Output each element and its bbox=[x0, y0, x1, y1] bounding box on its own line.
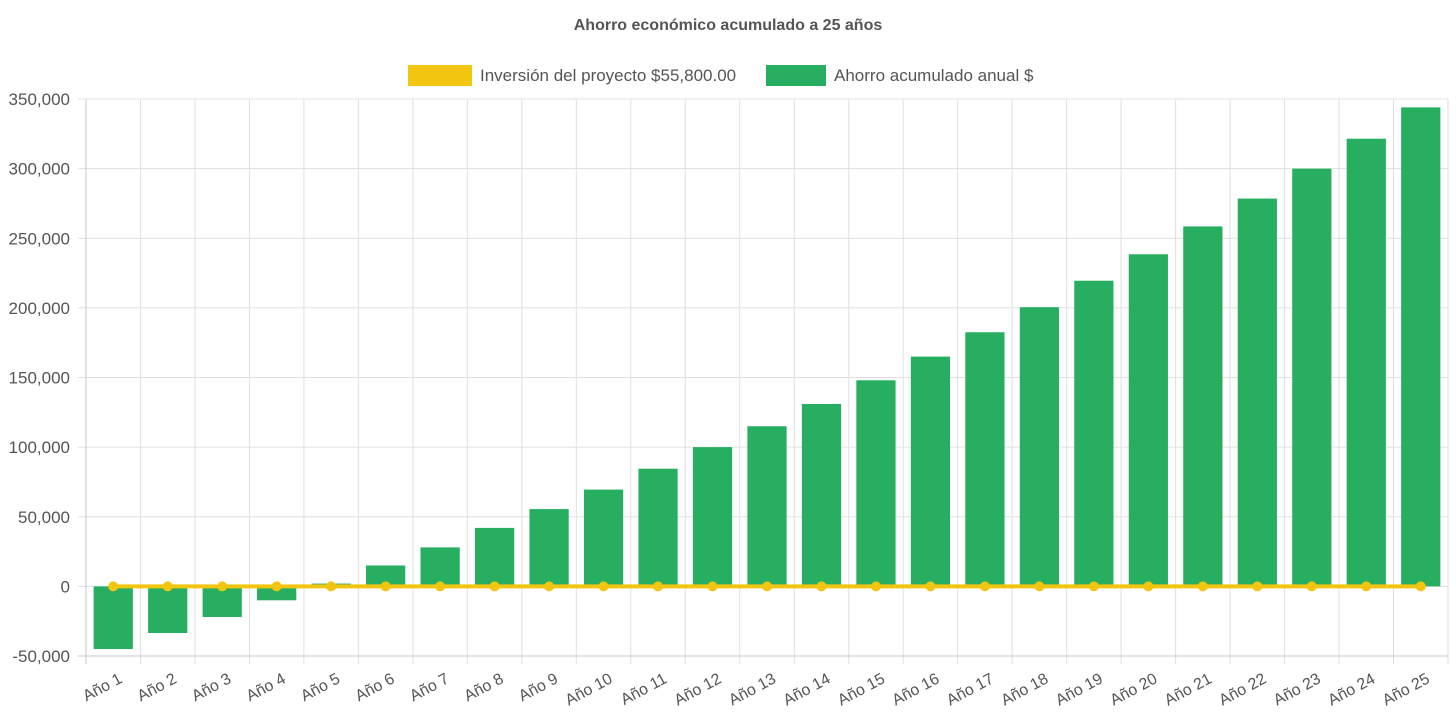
bar-año-20[interactable] bbox=[1128, 254, 1168, 587]
x-tick-label: Año 15 bbox=[835, 670, 888, 709]
bar-año-19[interactable] bbox=[1074, 280, 1114, 587]
legend: Inversión del proyecto $55,800.00 Ahorro… bbox=[408, 65, 1034, 86]
investment-point[interactable] bbox=[489, 581, 500, 592]
bar-año-14[interactable] bbox=[801, 403, 842, 587]
x-tick-label: Año 8 bbox=[462, 670, 507, 705]
investment-point[interactable] bbox=[326, 581, 337, 592]
x-tick-label: Año 6 bbox=[353, 670, 398, 705]
legend-swatch-investment[interactable] bbox=[408, 65, 472, 86]
bar-año-15[interactable] bbox=[856, 380, 896, 587]
y-tick-label: 200,000 bbox=[9, 299, 70, 318]
bar-año-25[interactable] bbox=[1401, 107, 1441, 587]
y-tick-label: 0 bbox=[61, 577, 70, 596]
investment-point[interactable] bbox=[762, 581, 772, 592]
x-tick-label: Año 9 bbox=[516, 670, 561, 705]
bar-año-3[interactable] bbox=[202, 586, 242, 618]
y-tick-label: 300,000 bbox=[9, 160, 70, 179]
x-tick-label: Año 22 bbox=[1216, 670, 1269, 709]
legend-label-savings[interactable]: Ahorro acumulado anual $ bbox=[834, 66, 1034, 85]
investment-point[interactable] bbox=[1361, 581, 1372, 592]
investment-point[interactable] bbox=[1306, 581, 1317, 592]
bar-año-12[interactable] bbox=[692, 447, 733, 587]
x-tick-label: Año 13 bbox=[726, 670, 779, 709]
x-tick-label: Año 21 bbox=[1162, 670, 1215, 709]
bar-año-11[interactable] bbox=[638, 468, 678, 587]
bar-año-18[interactable] bbox=[1019, 307, 1060, 587]
bar-año-9[interactable] bbox=[529, 509, 569, 587]
investment-point[interactable] bbox=[925, 581, 936, 592]
investment-point[interactable] bbox=[707, 581, 718, 592]
chart-title: Ahorro económico acumulado a 25 años bbox=[574, 17, 883, 34]
investment-point[interactable] bbox=[816, 581, 827, 592]
investment-point[interactable] bbox=[544, 581, 555, 592]
bar-año-6[interactable] bbox=[366, 565, 406, 587]
legend-swatch-savings[interactable] bbox=[766, 65, 826, 86]
investment-line bbox=[108, 581, 1426, 592]
investment-point[interactable] bbox=[217, 581, 228, 592]
investment-point[interactable] bbox=[979, 581, 990, 592]
bar-año-21[interactable] bbox=[1183, 226, 1223, 587]
bar-año-24[interactable] bbox=[1346, 138, 1386, 587]
x-tick-label: Año 23 bbox=[1271, 670, 1324, 709]
bar-año-7[interactable] bbox=[420, 547, 460, 587]
bar-año-4[interactable] bbox=[257, 586, 297, 601]
x-tick-label: Año 14 bbox=[781, 670, 834, 709]
investment-point[interactable] bbox=[653, 581, 664, 592]
x-tick-label: Año 7 bbox=[407, 670, 452, 705]
grid bbox=[78, 98, 1449, 664]
y-tick-label: 100,000 bbox=[9, 438, 70, 457]
bar-año-10[interactable] bbox=[583, 489, 624, 587]
y-tick-label: 250,000 bbox=[9, 229, 70, 248]
investment-point[interactable] bbox=[1252, 581, 1263, 592]
x-tick-label: Año 5 bbox=[298, 670, 343, 705]
investment-point[interactable] bbox=[435, 581, 446, 592]
bar-año-13[interactable] bbox=[747, 426, 787, 587]
bar-año-16[interactable] bbox=[910, 356, 951, 587]
x-tick-label: Año 16 bbox=[890, 670, 943, 709]
x-tick-label: Año 18 bbox=[999, 670, 1052, 709]
investment-point[interactable] bbox=[870, 581, 881, 592]
bar-año-2[interactable] bbox=[148, 586, 188, 634]
x-tick-label: Año 20 bbox=[1107, 670, 1160, 709]
x-tick-label: Año 11 bbox=[618, 670, 670, 708]
bar-año-22[interactable] bbox=[1237, 198, 1277, 587]
x-axis-ticks: Año 1 Año 2 Año 3 Año 4 Año 5 Año 6 Año 7 Año 8… bbox=[80, 670, 1433, 709]
investment-point[interactable] bbox=[380, 581, 391, 592]
x-tick-label: Año 1 bbox=[80, 670, 125, 705]
x-tick-label: Año 24 bbox=[1325, 670, 1378, 709]
bars bbox=[93, 107, 1441, 650]
investment-point[interactable] bbox=[1197, 581, 1208, 592]
y-tick-label: 350,000 bbox=[9, 90, 70, 109]
x-tick-label: Año 25 bbox=[1380, 670, 1433, 709]
y-axis-ticks: -50,000 0 50,000 100,000 150,000 200,000 250,0… bbox=[9, 90, 70, 666]
x-tick-label: Año 12 bbox=[672, 670, 725, 709]
investment-point[interactable] bbox=[598, 581, 609, 592]
bar-año-1[interactable] bbox=[93, 586, 133, 650]
investment-point[interactable] bbox=[162, 581, 173, 592]
legend-label-investment[interactable]: Inversión del proyecto $55,800.00 bbox=[480, 66, 736, 85]
investment-point[interactable] bbox=[271, 581, 282, 592]
investment-point[interactable] bbox=[1088, 581, 1099, 592]
x-tick-label: Año 17 bbox=[944, 670, 997, 709]
x-tick-label: Año 4 bbox=[244, 670, 289, 705]
investment-point[interactable] bbox=[1143, 581, 1154, 592]
investment-point[interactable] bbox=[108, 581, 119, 592]
y-tick-label: 50,000 bbox=[18, 508, 70, 527]
x-tick-label: Año 10 bbox=[563, 670, 616, 709]
x-tick-label: Año 3 bbox=[189, 670, 234, 705]
bar-año-23[interactable] bbox=[1292, 168, 1332, 587]
bar-año-8[interactable] bbox=[474, 527, 515, 587]
x-tick-label: Año 19 bbox=[1053, 670, 1106, 709]
y-tick-label: 150,000 bbox=[9, 369, 70, 388]
investment-point[interactable] bbox=[1034, 581, 1045, 592]
investment-point[interactable] bbox=[1415, 581, 1426, 592]
bar-año-17[interactable] bbox=[965, 332, 1005, 587]
y-tick-label: -50,000 bbox=[12, 647, 70, 666]
x-tick-label: Año 2 bbox=[135, 670, 180, 705]
